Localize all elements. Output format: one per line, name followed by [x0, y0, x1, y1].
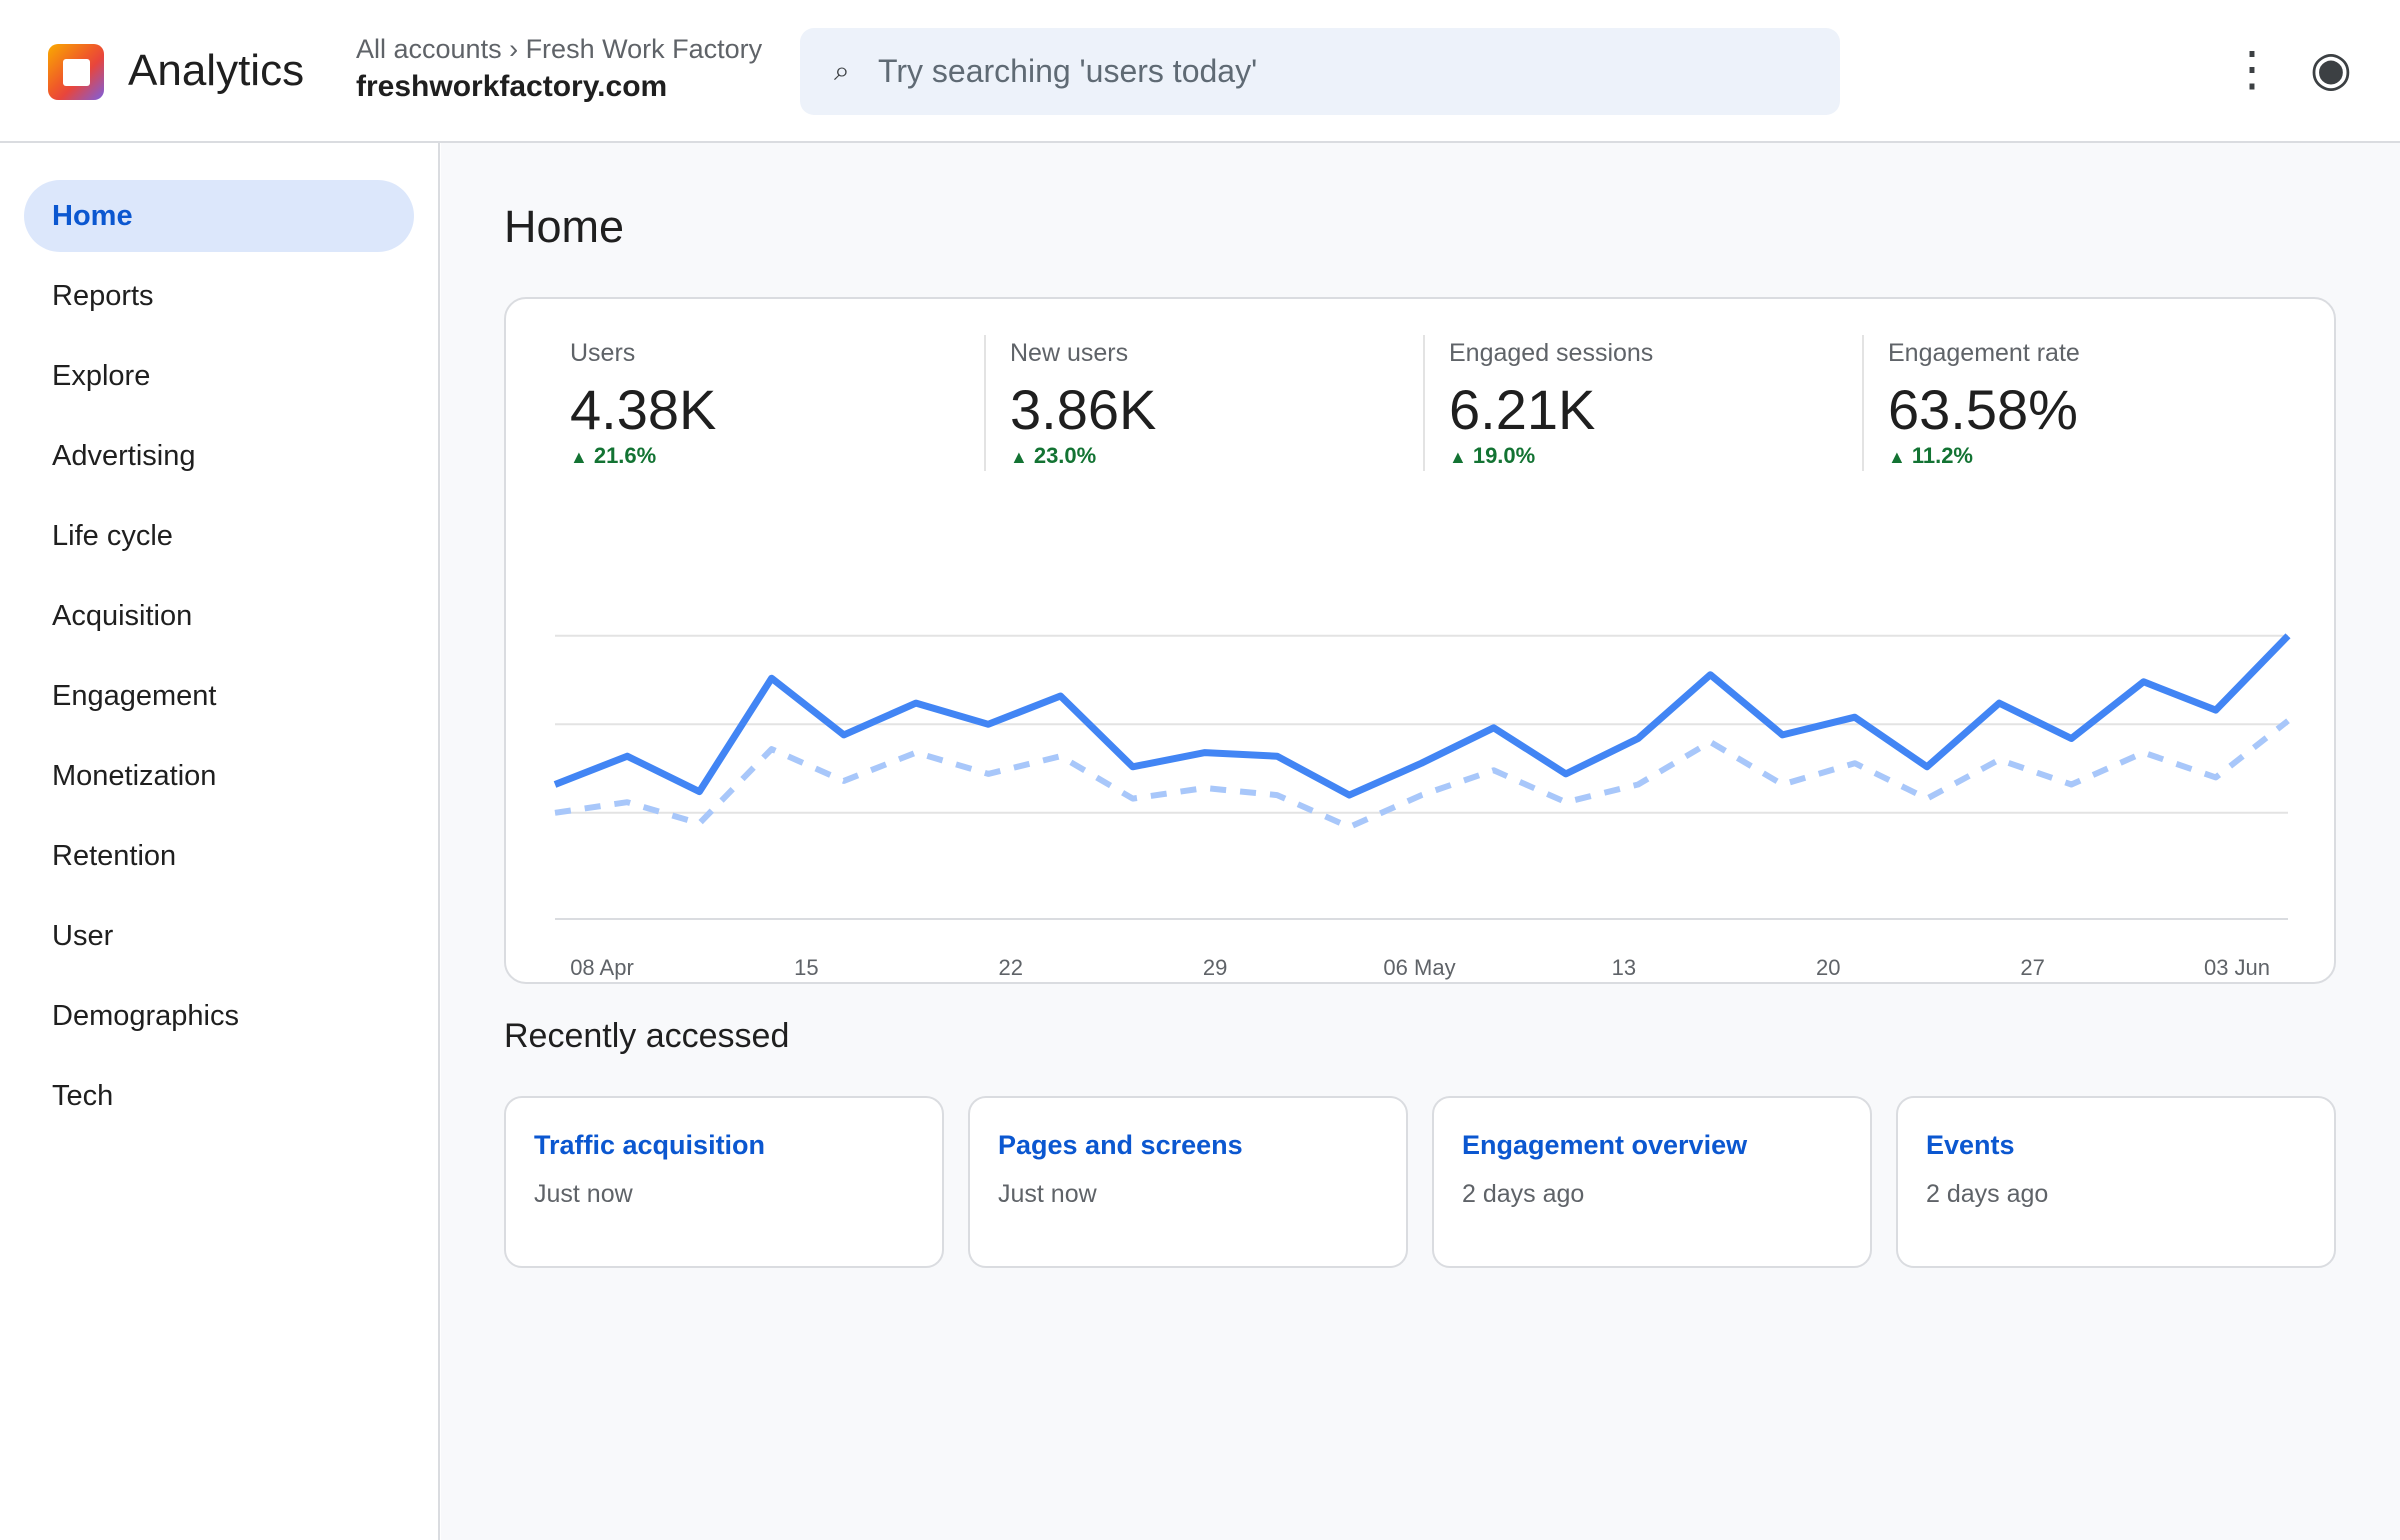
account-icon[interactable]: ◉ — [2310, 43, 2352, 96]
sidebar-nav: Home Reports Explore Advertising Life cy… — [0, 143, 440, 1540]
recent-card-pages-and-screens[interactable]: Pages and screens Just now — [968, 1096, 1408, 1268]
metric-delta: ▲ 19.0% — [1449, 443, 1536, 468]
x-tick-label: 13 — [1612, 955, 1636, 980]
sidebar-item-reports[interactable]: Reports — [52, 280, 154, 312]
main-content: Home 08 Apr 15 22 29 06 May 13 20 27 03 Jun User… — [441, 143, 2400, 1540]
x-tick-label: 03 Jun — [2204, 955, 2270, 980]
up-arrow-icon: ▲ — [570, 447, 588, 467]
analytics-logo-icon[interactable] — [48, 44, 104, 100]
property-selector[interactable]: freshworkfactory.com — [356, 70, 668, 103]
metric-label: Users — [570, 339, 636, 367]
recent-card-events[interactable]: Events 2 days ago — [1896, 1096, 2336, 1268]
metric-delta: ▲ 23.0% — [1010, 443, 1097, 468]
recent-card-time: Just now — [534, 1180, 633, 1208]
sidebar-item-life-cycle[interactable]: Life cycle — [52, 520, 173, 552]
sidebar-item-home[interactable]: Home — [24, 180, 414, 252]
sidebar-item-demographics[interactable]: Demographics — [52, 1000, 239, 1032]
recent-card-time: Just now — [998, 1180, 1097, 1208]
sidebar-item-explore[interactable]: Explore — [52, 360, 151, 392]
chart-series-primary-line — [553, 633, 2291, 799]
metric-new-users[interactable]: New users 3.86K ▲ 23.0% — [984, 335, 1422, 471]
sidebar-item-retention[interactable]: Retention — [52, 840, 177, 872]
app-title: Analytics — [128, 46, 305, 95]
metric-label: Engaged sessions — [1449, 339, 1654, 367]
metric-value: 63.58% — [1888, 378, 2078, 441]
search-icon: ⌕ — [834, 55, 850, 86]
x-tick-label: 22 — [999, 955, 1023, 980]
metric-delta: ▲ 11.2% — [1888, 443, 1973, 468]
metric-value: 4.38K — [570, 378, 717, 441]
sidebar-item-monetization[interactable]: Monetization — [52, 760, 217, 792]
x-tick-label: 08 Apr — [570, 955, 634, 980]
users-trend-chart: 08 Apr 15 22 29 06 May 13 20 27 03 Jun — [553, 633, 2291, 980]
breadcrumb[interactable]: All accounts › Fresh Work Factory — [356, 34, 763, 64]
recent-card-engagement-overview[interactable]: Engagement overview 2 days ago — [1432, 1096, 1872, 1268]
up-arrow-icon: ▲ — [1010, 447, 1028, 467]
metric-users[interactable]: Users 4.38K ▲ 21.6% — [546, 335, 984, 471]
metric-label: Engagement rate — [1888, 339, 2080, 367]
search-input[interactable] — [878, 48, 1798, 94]
recent-card-title[interactable]: Engagement overview — [1462, 1130, 1748, 1160]
x-tick-label: 15 — [794, 955, 818, 980]
recent-card-title[interactable]: Events — [1926, 1130, 2015, 1160]
sidebar-item-advertising[interactable]: Advertising — [52, 440, 196, 472]
sidebar-item-tech[interactable]: Tech — [52, 1080, 114, 1112]
x-tick-label: 20 — [1816, 955, 1840, 980]
sidebar-item-acquisition[interactable]: Acquisition — [52, 600, 193, 632]
metric-delta: ▲ 21.6% — [570, 443, 657, 468]
x-tick-label: 06 May — [1383, 955, 1455, 980]
search-bar[interactable]: ⌕ — [800, 28, 1840, 115]
overview-card: 08 Apr 15 22 29 06 May 13 20 27 03 Jun Users 4.3… — [504, 297, 2336, 984]
metric-label: New users — [1010, 339, 1129, 367]
metric-engaged-sessions[interactable]: Engaged sessions 6.21K ▲ 19.0% — [1423, 335, 1861, 471]
recent-card-traffic-acquisition[interactable]: Traffic acquisition Just now — [504, 1096, 944, 1268]
chart-series-comparison-line — [554, 718, 2290, 830]
up-arrow-icon: ▲ — [1888, 447, 1906, 467]
page-title: Home — [504, 201, 625, 252]
recent-card-title[interactable]: Pages and screens — [998, 1130, 1243, 1160]
x-tick-label: 27 — [2020, 955, 2044, 980]
sidebar-item-user[interactable]: User — [52, 920, 114, 952]
recent-card-time: 2 days ago — [1462, 1180, 1585, 1208]
metric-engagement-rate[interactable]: Engagement rate 63.58% ▲ 11.2% — [1862, 335, 2300, 471]
recent-card-title[interactable]: Traffic acquisition — [534, 1130, 766, 1160]
up-arrow-icon: ▲ — [1449, 447, 1467, 467]
metric-value: 3.86K — [1010, 378, 1157, 441]
metric-value: 6.21K — [1449, 378, 1596, 441]
recently-accessed-title: Recently accessed — [504, 1017, 790, 1055]
top-bar: Analytics All accounts › Fresh Work Fact… — [0, 0, 2400, 143]
sidebar-item-engagement[interactable]: Engagement — [52, 680, 217, 712]
recent-card-time: 2 days ago — [1926, 1180, 2049, 1208]
x-tick-label: 29 — [1203, 955, 1227, 980]
more-options-icon[interactable]: ⋮ — [2228, 43, 2276, 96]
